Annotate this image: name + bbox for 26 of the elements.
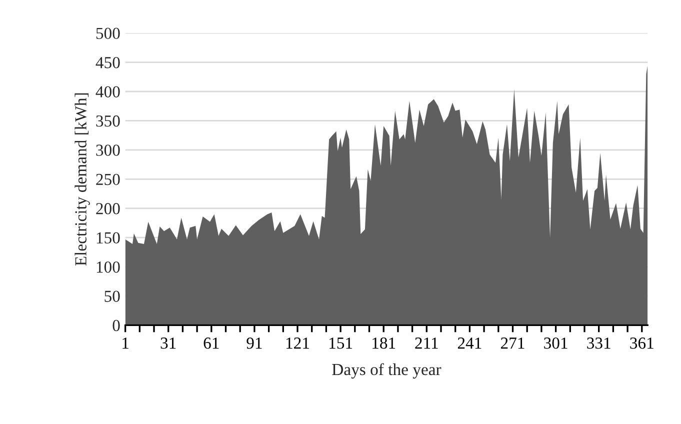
x-tick-label: 31: [160, 338, 176, 349]
x-tick-label: 241: [458, 338, 482, 349]
x-axis-title: Days of the year: [332, 363, 442, 379]
y-tick-label: 350: [96, 115, 120, 127]
y-tick-label: 500: [96, 28, 120, 40]
y-tick-label: 150: [96, 232, 120, 244]
x-tick-label: 361: [630, 338, 654, 349]
x-tick-label: 271: [500, 338, 524, 349]
y-tick-label: 450: [96, 56, 120, 68]
x-tick-label: 301: [544, 337, 568, 349]
y-tick-label: 50: [104, 290, 120, 302]
x-tick-label: 61: [204, 338, 219, 349]
x-tick-label: 121: [286, 338, 309, 349]
y-tick-label: 300: [96, 144, 120, 156]
y-axis-title: Electricity demand [kWh]: [74, 93, 90, 266]
x-tick-label: 211: [415, 338, 438, 349]
x-tick-label: 181: [372, 337, 396, 349]
y-tick-label: 400: [96, 86, 120, 98]
y-tick-label: 100: [96, 261, 120, 273]
x-tick-label: 331: [587, 338, 610, 349]
y-tick-label: 250: [96, 174, 120, 186]
y-tick-label: 200: [96, 203, 120, 214]
x-tick-label: 1: [122, 338, 128, 349]
y-tick-label: 0: [112, 320, 120, 332]
x-tick-label: 91: [246, 338, 262, 349]
x-tick-label: 151: [330, 338, 352, 349]
